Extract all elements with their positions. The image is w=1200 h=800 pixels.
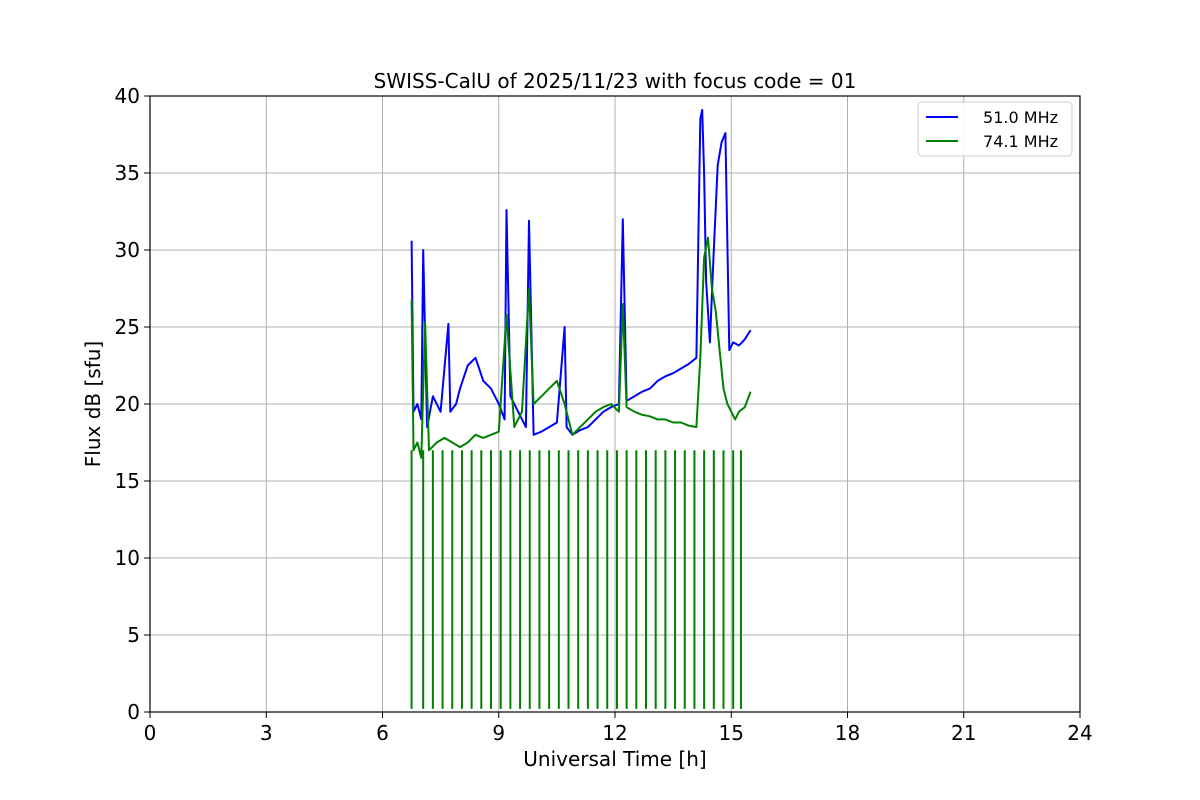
y-tick-label: 40 bbox=[115, 84, 140, 108]
y-axis-label: Flux dB [sfu] bbox=[81, 341, 105, 467]
y-tick-label: 25 bbox=[115, 315, 140, 339]
x-tick-label: 15 bbox=[719, 721, 744, 745]
chart-title: SWISS-CalU of 2025/11/23 with focus code… bbox=[374, 69, 857, 93]
x-tick-label: 18 bbox=[835, 721, 860, 745]
legend-box bbox=[917, 101, 1073, 157]
y-tick-label: 15 bbox=[115, 469, 140, 493]
legend-label: 51.0 MHz bbox=[983, 108, 1058, 127]
series-layer bbox=[410, 108, 752, 709]
x-tick-label: 24 bbox=[1067, 721, 1092, 745]
x-tick-label: 12 bbox=[602, 721, 627, 745]
x-tick-label: 9 bbox=[492, 721, 505, 745]
x-tick-label: 21 bbox=[951, 721, 976, 745]
y-tick-label: 30 bbox=[115, 238, 140, 262]
y-tick-label: 5 bbox=[127, 623, 140, 647]
y-tick-label: 0 bbox=[127, 700, 140, 724]
x-tick-label: 3 bbox=[260, 721, 273, 745]
x-tick-label: 0 bbox=[144, 721, 157, 745]
y-tick-label: 20 bbox=[115, 392, 140, 416]
x-axis-label: Universal Time [h] bbox=[523, 747, 706, 771]
legend: 51.0 MHz 74.1 MHz bbox=[917, 101, 1073, 157]
y-tick-label: 10 bbox=[115, 546, 140, 570]
legend-label: 74.1 MHz bbox=[983, 132, 1058, 151]
y-tick-label: 35 bbox=[115, 161, 140, 185]
x-tick-label: 6 bbox=[376, 721, 389, 745]
series-line-1 bbox=[410, 236, 752, 459]
series-line-0 bbox=[410, 108, 752, 436]
ticks: 0 3 6 9 12 15 18 21 24 0 5 10 15 20 25 30 35 40 bbox=[115, 84, 1093, 745]
